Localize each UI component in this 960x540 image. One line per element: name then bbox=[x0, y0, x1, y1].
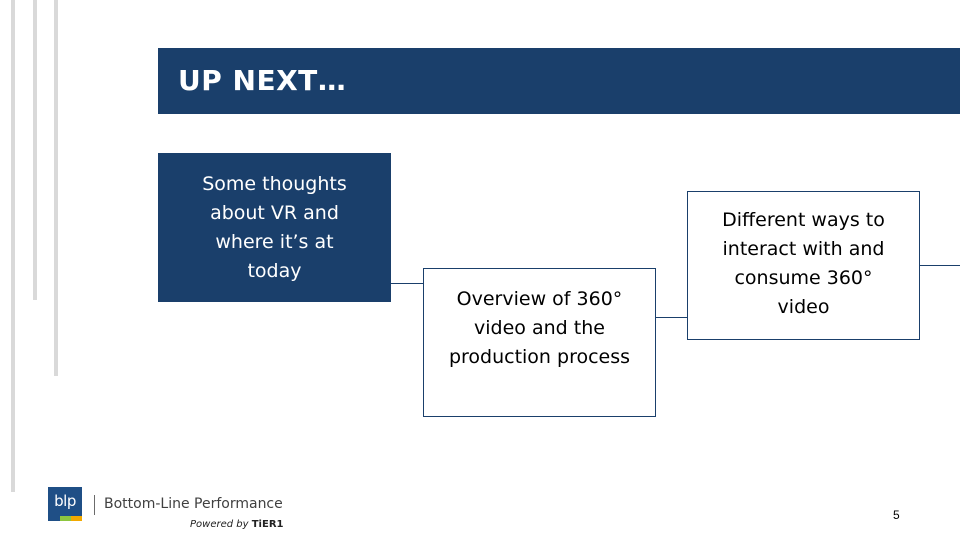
topic-box-line: Overview of 360° bbox=[456, 288, 623, 310]
powered-prefix: Powered by bbox=[190, 519, 249, 530]
topic-box-line: today bbox=[247, 259, 302, 282]
topic-box-vr-thoughts: Some thoughts about VR and where it’s at… bbox=[158, 153, 391, 302]
connector-line-3 bbox=[919, 265, 960, 266]
topic-box-interaction-ways: Different ways to interact with and cons… bbox=[687, 191, 920, 340]
company-logo: blp bbox=[48, 487, 82, 521]
connector-line-2 bbox=[655, 317, 687, 318]
connector-line-1 bbox=[390, 283, 424, 284]
page-number: 5 bbox=[893, 508, 900, 522]
decorative-rule-middle bbox=[33, 0, 37, 300]
slide-title: UP NEXT… bbox=[178, 64, 347, 97]
topic-box-text: Overview of 360° video and the productio… bbox=[449, 285, 630, 372]
topic-box-line: about VR and bbox=[210, 201, 339, 224]
topic-box-360-overview: Overview of 360° video and the productio… bbox=[423, 268, 656, 417]
topic-box-text: Different ways to interact with and cons… bbox=[722, 206, 885, 322]
logo-stripe-blue bbox=[48, 516, 60, 521]
topic-box-line: interact with and bbox=[722, 238, 885, 260]
topic-box-line: Different ways to bbox=[722, 209, 885, 231]
decorative-rule-left bbox=[11, 0, 15, 492]
logo-stripe-orange bbox=[71, 516, 82, 521]
topic-box-line: consume 360° bbox=[734, 267, 873, 289]
logo-stripe-green bbox=[60, 516, 71, 521]
decorative-rule-right bbox=[54, 0, 58, 376]
company-name: Bottom-Line Performance bbox=[104, 496, 283, 512]
logo-mark: blp bbox=[48, 487, 82, 516]
topic-box-line: video and the bbox=[474, 317, 605, 339]
topic-box-line: where it’s at bbox=[215, 230, 334, 253]
topic-box-text: Some thoughts about VR and where it’s at… bbox=[202, 170, 347, 286]
powered-brand: TiER1 bbox=[251, 519, 284, 530]
logo-divider bbox=[94, 495, 95, 515]
topic-box-line: production process bbox=[448, 346, 631, 368]
topic-box-line: video bbox=[777, 296, 830, 318]
topic-box-line: Some thoughts bbox=[202, 172, 347, 195]
powered-by-tagline: Powered by TiER1 bbox=[190, 519, 283, 530]
title-banner: UP NEXT… bbox=[158, 48, 960, 114]
